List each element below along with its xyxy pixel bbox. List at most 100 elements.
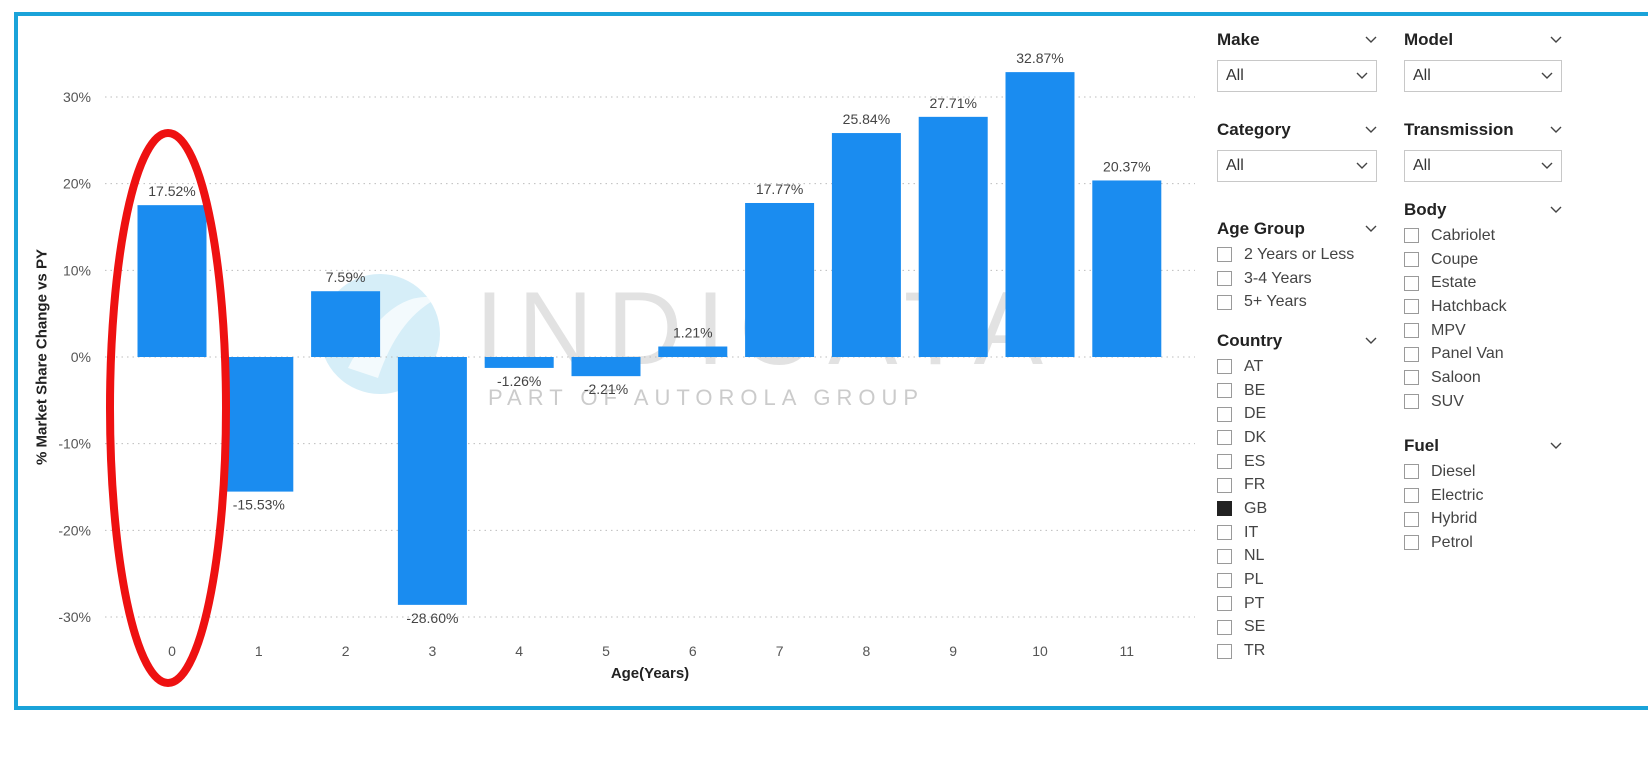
checkbox[interactable] (1404, 228, 1419, 244)
bar[interactable] (484, 357, 554, 368)
filter-option[interactable]: Coupe (1404, 248, 1562, 272)
checkbox[interactable] (1217, 271, 1232, 287)
bar[interactable] (1092, 180, 1162, 357)
checkbox[interactable] (1404, 511, 1419, 527)
filter-option[interactable]: FR (1217, 473, 1377, 497)
checkbox[interactable] (1404, 346, 1419, 362)
filter-option[interactable]: Panel Van (1404, 342, 1562, 366)
checkbox[interactable] (1404, 252, 1419, 268)
filter-option[interactable]: Hatchback (1404, 295, 1562, 319)
filter-option-label: Diesel (1431, 462, 1476, 480)
chevron-down-icon[interactable] (1550, 34, 1562, 46)
data-label: -28.60% (406, 610, 458, 626)
filter-option-label: Cabriolet (1431, 226, 1496, 244)
bar[interactable] (397, 357, 467, 605)
checkbox[interactable] (1404, 370, 1419, 386)
bar[interactable] (1005, 72, 1075, 358)
filter-option[interactable]: AT (1217, 355, 1377, 379)
chevron-down-icon[interactable] (1550, 124, 1562, 136)
bar[interactable] (137, 205, 207, 357)
checkbox[interactable] (1217, 525, 1232, 541)
filter-option[interactable]: ES (1217, 450, 1377, 474)
filter-option[interactable]: SUV (1404, 390, 1562, 414)
checkbox[interactable] (1217, 643, 1232, 659)
filter-option[interactable]: Diesel (1404, 460, 1562, 484)
filter-option[interactable]: MPV (1404, 319, 1562, 343)
checkbox[interactable] (1217, 548, 1232, 564)
filter-option[interactable]: Petrol (1404, 531, 1562, 555)
filter-option-label: Estate (1431, 274, 1477, 292)
filter-option[interactable]: 5+ Years (1217, 290, 1377, 314)
checkbox[interactable] (1217, 406, 1232, 422)
filter-option[interactable]: DE (1217, 402, 1377, 426)
bar[interactable] (918, 116, 988, 357)
chevron-down-icon[interactable] (1550, 204, 1562, 216)
filter-option[interactable]: Estate (1404, 271, 1562, 295)
fuel-slicer: Fuel Diesel Electric Hybrid Petrol (1404, 434, 1562, 555)
chevron-down-icon[interactable] (1365, 223, 1377, 235)
filter-option[interactable]: Cabriolet (1404, 224, 1562, 248)
checkbox[interactable] (1217, 596, 1232, 612)
filter-option[interactable]: Saloon (1404, 366, 1562, 390)
checkbox[interactable] (1404, 299, 1419, 315)
checkbox[interactable] (1404, 323, 1419, 339)
x-tick-label: 1 (255, 643, 263, 659)
filter-option[interactable]: 2 Years or Less (1217, 243, 1377, 267)
bar[interactable] (311, 291, 381, 357)
bar[interactable] (831, 133, 901, 357)
chevron-down-icon[interactable] (1365, 335, 1377, 347)
x-tick-label: 10 (1032, 643, 1048, 659)
body-slicer: Body Cabriolet Coupe Estate Hatchback MPV Pan… (1404, 198, 1562, 414)
checkbox[interactable] (1404, 464, 1419, 480)
checkbox[interactable] (1404, 488, 1419, 504)
x-tick-label: 8 (863, 643, 871, 659)
filter-option-label: FR (1244, 476, 1266, 494)
filter-option-label: DK (1244, 428, 1267, 446)
filter-option[interactable]: NL (1217, 545, 1377, 569)
chevron-down-icon[interactable] (1550, 440, 1562, 452)
chevron-down-icon[interactable] (1365, 124, 1377, 136)
bar[interactable] (745, 202, 815, 357)
checkbox[interactable] (1217, 477, 1232, 493)
make-dropdown[interactable]: All (1217, 60, 1377, 92)
bar[interactable] (224, 357, 294, 492)
filter-option[interactable]: Electric (1404, 484, 1562, 508)
data-label: 7.59% (326, 269, 366, 285)
bar[interactable] (571, 357, 641, 377)
filter-option[interactable]: Hybrid (1404, 507, 1562, 531)
checkbox[interactable] (1217, 501, 1232, 517)
transmission-dropdown[interactable]: All (1404, 150, 1562, 182)
transmission-title: Transmission (1404, 120, 1514, 139)
checkbox[interactable] (1217, 572, 1232, 588)
checkbox[interactable] (1217, 294, 1232, 310)
checkbox[interactable] (1217, 247, 1232, 263)
category-value: All (1226, 157, 1244, 174)
bar[interactable] (658, 346, 728, 357)
checkbox[interactable] (1404, 394, 1419, 410)
checkbox[interactable] (1217, 383, 1232, 399)
data-label: 32.87% (1016, 50, 1063, 66)
checkbox[interactable] (1217, 454, 1232, 470)
filter-option[interactable]: BE (1217, 379, 1377, 403)
chevron-down-icon[interactable] (1365, 34, 1377, 46)
filter-option[interactable]: TR (1217, 639, 1377, 663)
filter-option[interactable]: DK (1217, 426, 1377, 450)
checkbox[interactable] (1217, 359, 1232, 375)
filter-option[interactable]: SE (1217, 616, 1377, 640)
filter-option-label: 5+ Years (1244, 293, 1307, 311)
category-dropdown[interactable]: All (1217, 150, 1377, 182)
filter-option-label: DE (1244, 405, 1267, 423)
filter-option[interactable]: PT (1217, 592, 1377, 616)
filter-option[interactable]: 3-4 Years (1217, 267, 1377, 291)
checkbox[interactable] (1217, 430, 1232, 446)
filter-option[interactable]: PL (1217, 568, 1377, 592)
checkbox[interactable] (1404, 535, 1419, 551)
filter-option-label: PT (1244, 594, 1265, 612)
checkbox[interactable] (1404, 275, 1419, 291)
filter-option-label: TR (1244, 642, 1266, 660)
model-dropdown[interactable]: All (1404, 60, 1562, 92)
checkbox[interactable] (1217, 619, 1232, 635)
filter-option[interactable]: GB (1217, 497, 1377, 521)
filter-option[interactable]: IT (1217, 521, 1377, 545)
